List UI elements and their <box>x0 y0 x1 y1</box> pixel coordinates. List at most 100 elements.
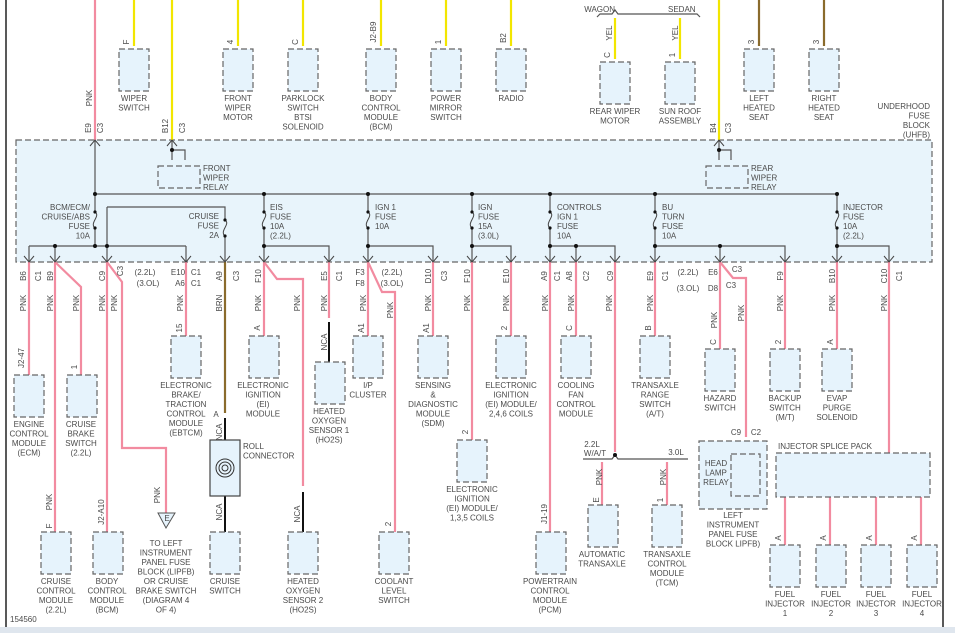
splice-dot <box>548 192 552 196</box>
component-fuel-injector-4-box <box>906 544 938 588</box>
fuse-label: INJECTOR <box>843 203 883 212</box>
connector-chevron-icon <box>544 255 556 263</box>
component-transaxle-range-switch-a-t-box <box>639 335 671 379</box>
component-label: MODULE <box>246 410 280 419</box>
component-label: MIRROR <box>430 104 463 113</box>
pin-label: 1 <box>70 364 79 369</box>
wire-color-label: PNK <box>659 468 668 485</box>
splice-dot <box>613 453 617 457</box>
pin-label: 15 <box>175 323 184 332</box>
component-label: MOTOR <box>600 117 630 126</box>
component-injector-splice-pack[interactable]: INJECTOR SPLICE PACK <box>775 442 931 498</box>
component-label: (M/T) <box>775 413 794 422</box>
component-label: OXYGEN <box>286 587 320 596</box>
connector-label: C1 <box>661 270 670 281</box>
component-label: CONTROL <box>166 410 206 419</box>
connector-label: (2.2L) <box>678 268 699 277</box>
connector-label: C1 <box>34 270 43 281</box>
component-label: CONTROL <box>556 400 596 409</box>
fuse-terminal <box>835 210 839 214</box>
splice-dot <box>170 148 174 152</box>
fuse-terminal <box>653 210 657 214</box>
component-label: IGNITION <box>454 495 490 504</box>
connector-chevron-icon <box>323 255 335 263</box>
component-power-mirror-switch-box <box>430 48 462 92</box>
component-fuel-injector-2-box <box>815 544 847 588</box>
component-electronic-brake-traction-control-module-ebtcm[interactable]: ELECTRONICBRAKE/TRACTIONCONTROLMODULE(EB… <box>160 335 212 438</box>
component-rear-wiper-motor-box <box>599 61 631 105</box>
pin-label: A <box>774 535 783 541</box>
connector-label: C1 <box>553 270 562 281</box>
component-label: (DIAGRAM 4 <box>143 596 190 605</box>
component-radio[interactable]: RADIO <box>495 48 527 103</box>
pin-label: 2 <box>774 339 783 344</box>
connector-label: C3 <box>726 281 737 290</box>
fuse-label: 10A <box>662 232 677 241</box>
component-label: BRAKE <box>67 430 94 439</box>
component-label: MODULE <box>364 113 398 122</box>
pin-label: C <box>709 339 718 345</box>
component-label: LEFT <box>723 511 743 520</box>
fuse-terminal <box>470 226 474 230</box>
component-label: CRUISE <box>41 577 71 586</box>
fuse-label: FUSE <box>375 213 396 222</box>
component-label: MODULE <box>559 410 593 419</box>
splice-dot <box>105 244 109 248</box>
component-label: 1,3,5 COILS <box>450 514 494 523</box>
component-label: COOLING <box>558 381 595 390</box>
component-label: MODULE <box>90 596 124 605</box>
pin-label: A <box>865 535 874 541</box>
pin-label: A1 <box>422 323 431 333</box>
connector-chevron-icon <box>570 255 582 263</box>
